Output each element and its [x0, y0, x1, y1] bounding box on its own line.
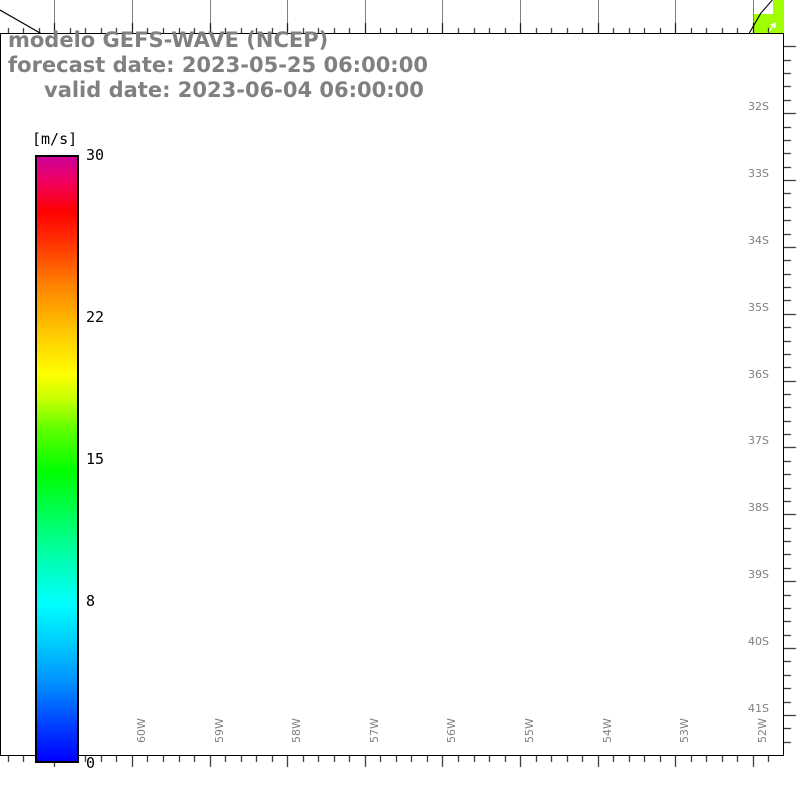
lon-label-55W: 55W [523, 718, 537, 743]
colorbar-gradient [35, 155, 79, 763]
axis-frame-right [783, 33, 784, 756]
lon-label-56W: 56W [445, 718, 459, 743]
lat-label-32S: 32S [748, 100, 769, 114]
lat-label-41S: 41S [748, 701, 769, 715]
lat-label-34S: 34S [748, 233, 769, 247]
bottom-axis-ticks [0, 756, 784, 772]
lon-label-57W: 57W [367, 718, 381, 743]
axis-frame-left [0, 33, 1, 756]
colorbar-tick-15: 15 [86, 450, 105, 468]
colorbar-tick-22: 22 [86, 308, 105, 327]
lon-label-59W: 59W [212, 718, 226, 743]
lat-label-37S: 37S [748, 434, 769, 448]
top-axis-ticks [0, 19, 784, 34]
plot-area [0, 33, 784, 755]
colorbar-units-label: [m/s] [32, 130, 78, 148]
lat-label-35S: 35S [748, 300, 769, 314]
axis-frame-bottom [0, 755, 784, 756]
lon-label-60W: 60W [134, 718, 148, 743]
lat-label-40S: 40S [748, 635, 769, 649]
right-axis-ticks [784, 33, 800, 756]
lon-label-52W: 52W [755, 718, 769, 743]
lon-label-53W: 53W [678, 718, 692, 743]
colorbar-tick-30: 30 [86, 146, 105, 164]
lon-label-54W: 54W [600, 718, 614, 743]
colorbar-tick-0: 0 [86, 754, 96, 772]
lat-label-39S: 39S [748, 568, 769, 582]
lon-label-58W: 58W [290, 718, 304, 743]
lat-label-36S: 36S [748, 367, 769, 381]
colorbar-tick-8: 8 [86, 591, 96, 610]
lat-label-38S: 38S [748, 501, 769, 515]
lat-label-33S: 33S [748, 167, 769, 181]
